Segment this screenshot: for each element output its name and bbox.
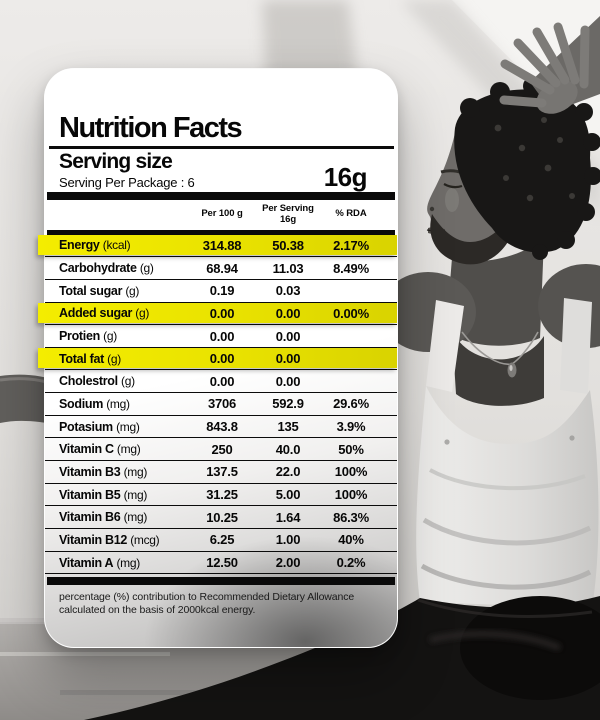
table-row: Carbohydrate (g) 68.94 11.03 8.49% xyxy=(45,257,397,280)
per-serving-value: 22.0 xyxy=(275,464,301,480)
rda-value: 0.2% xyxy=(336,555,366,571)
per-serving-value: 40.0 xyxy=(275,441,301,457)
table-row: Total fat (g) 0.00 0.00 xyxy=(38,347,397,371)
title-divider xyxy=(49,146,394,149)
thick-divider-top xyxy=(47,191,395,200)
per-100g-value: 0.00 xyxy=(209,351,235,367)
per-100g-value: 0.19 xyxy=(209,283,235,299)
table-row: Vitamin A (mg) 12.50 2.00 0.2% xyxy=(45,552,397,575)
rda-value: 40% xyxy=(338,532,364,548)
serving-size-label: Serving size xyxy=(59,149,173,173)
rda-value: 100% xyxy=(334,464,368,480)
per-100g-value: 10.25 xyxy=(206,509,238,525)
per-100g-value: 843.8 xyxy=(206,419,238,435)
per-100g-value: 3706 xyxy=(207,396,237,412)
nutrient-name-cell: Added sugar (g) xyxy=(59,306,150,321)
per-100g-value: 68.94 xyxy=(206,260,238,276)
nutrient-name-cell: Cholestrol (g) xyxy=(59,374,135,389)
per-serving-value: 1.64 xyxy=(275,509,301,525)
rda-value: 8.49% xyxy=(333,260,369,276)
table-header-row: Per 100 g Per Serving 16g % RDA xyxy=(45,200,397,230)
rda-value: 100% xyxy=(334,487,368,503)
per-serving-value: 0.00 xyxy=(275,351,301,367)
nutrition-table: Energy (kcal) 314.88 50.38 2.17% Carbohy… xyxy=(38,234,397,575)
rda-value: 29.6% xyxy=(333,396,369,412)
photo-necklace xyxy=(461,331,539,378)
nutrient-name-cell: Carbohydrate (g) xyxy=(59,261,154,276)
column-header-rda: % RDA xyxy=(335,208,367,220)
per-100g-value: 0.00 xyxy=(209,305,235,321)
column-header-per-100g: Per 100 g xyxy=(201,208,243,220)
nutrient-name-cell: Vitamin B6 (mg) xyxy=(59,510,148,525)
serving-per-package: Serving Per Package : 6 xyxy=(59,174,195,190)
nutrient-name-cell: Vitamin B3 (mg) xyxy=(59,464,148,479)
label-title: Nutrition Facts xyxy=(59,112,243,144)
nutrient-name-cell: Vitamin B12 (mcg) xyxy=(59,532,160,547)
table-row: Vitamin C (mg) 250 40.0 50% xyxy=(45,438,397,462)
thick-divider-bottom xyxy=(47,576,395,585)
table-row: Vitamin B6 (mg) 10.25 1.64 86.3% xyxy=(45,506,397,530)
nutrition-facts-card: Nutrition Facts Serving size Serving Per… xyxy=(38,68,398,648)
per-serving-value: 0.00 xyxy=(275,373,301,389)
per-serving-value: 50.38 xyxy=(272,237,304,253)
table-row: Added sugar (g) 0.00 0.00 0.00% xyxy=(38,302,397,326)
nutrient-name-cell: Vitamin A (mg) xyxy=(59,555,140,570)
serving-size-row: Serving size Serving Per Package : 6 16g xyxy=(45,149,397,190)
nutrient-name-cell: Energy (kcal) xyxy=(59,238,131,253)
serving-size-value: 16g xyxy=(323,161,368,192)
rda-value: 2.17% xyxy=(333,237,369,253)
column-header-per-serving: Per Serving 16g xyxy=(262,203,314,225)
per-100g-value: 0.00 xyxy=(209,328,235,344)
per-serving-value: 0.03 xyxy=(275,283,301,299)
per-100g-value: 0.00 xyxy=(209,373,235,389)
nutrient-name-cell: Vitamin C (mg) xyxy=(59,442,141,457)
nutrient-name-cell: Total fat (g) xyxy=(59,351,121,366)
table-row: Energy (kcal) 314.88 50.38 2.17% xyxy=(38,234,397,258)
table-row: Sodium (mg) 3706 592.9 29.6% xyxy=(45,393,397,416)
per-100g-value: 314.88 xyxy=(202,237,242,253)
rda-value: 86.3% xyxy=(333,509,369,525)
per-serving-value: 1.00 xyxy=(275,532,301,548)
nutrient-name-cell: Total sugar (g) xyxy=(59,283,140,298)
per-serving-value: 135 xyxy=(277,419,299,435)
per-100g-value: 12.50 xyxy=(206,555,238,571)
table-row: Protien (g) 0.00 0.00 xyxy=(45,325,397,348)
per-serving-value: 2.00 xyxy=(275,555,301,571)
table-row: Cholestrol (g) 0.00 0.00 xyxy=(45,370,397,394)
nutrient-name-cell: Protien (g) xyxy=(59,329,117,343)
photo-hand xyxy=(499,16,600,114)
rda-footnote: percentage (%) contribution to Recommend… xyxy=(59,590,355,617)
table-row: Vitamin B3 (mg) 137.5 22.0 100% xyxy=(45,461,397,484)
per-100g-value: 137.5 xyxy=(206,464,238,480)
table-row: Total sugar (g) 0.19 0.03 xyxy=(45,280,397,303)
rda-value: 50% xyxy=(338,441,364,457)
per-serving-value: 0.00 xyxy=(275,305,301,321)
nutrient-name-cell: Sodium (mg) xyxy=(59,396,130,411)
rda-value: 3.9% xyxy=(336,419,366,435)
per-serving-value: 592.9 xyxy=(272,396,304,412)
thick-divider-header xyxy=(47,229,395,235)
nutrient-name-cell: Potasium (mg) xyxy=(59,419,140,434)
per-100g-value: 250 xyxy=(211,441,233,457)
table-row: Potasium (mg) 843.8 135 3.9% xyxy=(45,416,397,439)
per-100g-value: 31.25 xyxy=(206,487,238,503)
nutrient-name-cell: Vitamin B5 (mg) xyxy=(59,487,148,502)
rda-value: 0.00% xyxy=(333,305,369,321)
table-row: Vitamin B12 (mcg) 6.25 1.00 40% xyxy=(45,529,397,552)
per-serving-value: 5.00 xyxy=(275,487,301,503)
table-row: Vitamin B5 (mg) 31.25 5.00 100% xyxy=(45,484,397,507)
photo-man-torso xyxy=(380,238,600,608)
per-serving-value: 0.00 xyxy=(275,328,301,344)
photo-legs xyxy=(84,596,600,720)
per-serving-value: 11.03 xyxy=(272,260,304,276)
per-100g-value: 6.25 xyxy=(209,532,235,548)
